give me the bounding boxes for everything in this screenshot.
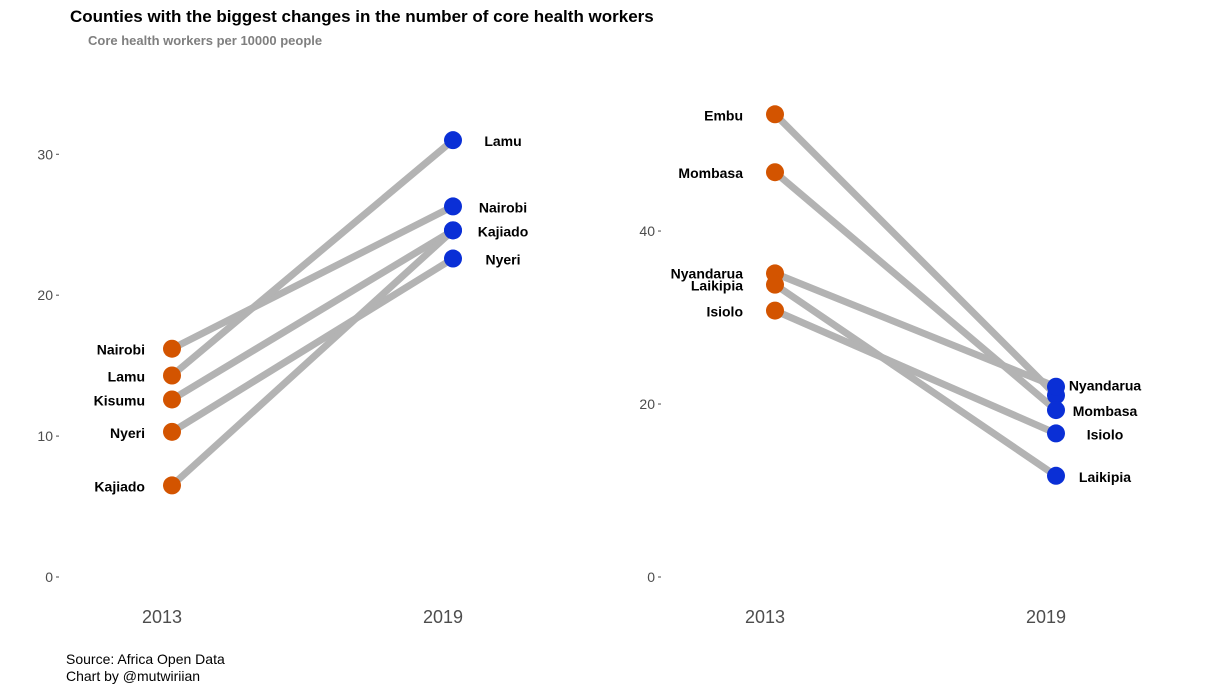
point-2019-laikipia <box>1047 466 1065 485</box>
point-2013-laikipia <box>766 275 784 294</box>
point-2019-nyandarua <box>1047 377 1065 396</box>
label-2019-nyeri: Nyeri <box>485 252 520 268</box>
label-2013-embu: Embu <box>704 107 743 123</box>
point-2019-lamu <box>444 131 462 150</box>
label-2013-nyandarua: Nyandarua <box>671 265 744 281</box>
label-2013-lamu: Lamu <box>108 369 145 385</box>
label-2013-laikipia: Laikipia <box>691 278 743 294</box>
chart-subtitle: Core health workers per 10000 people <box>88 33 323 48</box>
label-2019-isiolo: Isiolo <box>1087 426 1124 442</box>
series-line-kajiado <box>169 227 456 489</box>
label-2013-nyeri: Nyeri <box>110 425 145 441</box>
label-2019-nyandarua: Nyandarua <box>1069 378 1142 394</box>
y-tick-label: 40 <box>639 223 655 239</box>
y-tick-label: 20 <box>639 396 655 412</box>
y-tick-label: 0 <box>647 569 655 585</box>
x-tick-label: 2019 <box>423 607 463 627</box>
point-2013-lamu <box>163 366 181 385</box>
chart-title: Counties with the biggest changes in the… <box>70 7 654 26</box>
chart-caption: Source: Africa Open Data Chart by @mutwi… <box>66 651 225 685</box>
point-2013-nairobi <box>163 339 181 358</box>
point-2019-kajiado <box>444 221 462 240</box>
point-2013-kisumu <box>163 390 181 409</box>
series-line-nyeri <box>170 255 455 435</box>
series-line-laikipia <box>773 281 1058 479</box>
label-2013-kisumu: Kisumu <box>94 392 145 408</box>
point-2019-isiolo <box>1047 424 1065 443</box>
label-2013-mombasa: Mombasa <box>678 165 743 181</box>
point-2019-nairobi <box>444 197 462 216</box>
y-tick-label: 20 <box>37 287 53 303</box>
x-tick-label: 2013 <box>745 607 785 627</box>
label-2019-mombasa: Mombasa <box>1073 403 1138 419</box>
y-tick-label: 30 <box>37 146 53 162</box>
credit-text: Chart by @mutwiriian <box>66 668 201 684</box>
series-line-embu <box>772 111 1059 398</box>
source-text: Source: Africa Open Data <box>66 651 225 667</box>
series-line-lamu <box>169 137 456 379</box>
y-tick-label: 10 <box>37 428 53 444</box>
y-tick-label: 0 <box>45 569 53 585</box>
point-2013-nyeri <box>163 422 181 441</box>
slope-chart-1: 0 10 20 30 2013 2019 Nairobi Lamu Kisumu Nyeri Kaj… <box>37 131 528 627</box>
point-2013-mombasa <box>766 163 784 182</box>
label-2013-isiolo: Isiolo <box>706 304 743 320</box>
series-line-nyandarua <box>773 270 1058 390</box>
point-2019-nyeri <box>444 249 462 268</box>
series-line-isiolo <box>773 307 1058 437</box>
point-2013-isiolo <box>766 301 784 320</box>
label-2019-nairobi: Nairobi <box>479 199 527 215</box>
label-2013-kajiado: Kajiado <box>94 478 145 494</box>
x-tick-label: 2013 <box>142 607 182 627</box>
x-tick-label: 2019 <box>1026 607 1066 627</box>
series-line-kisumu <box>170 227 455 403</box>
label-2019-lamu: Lamu <box>484 133 521 149</box>
point-2013-kajiado <box>163 476 181 495</box>
point-2013-embu <box>766 105 784 124</box>
label-2019-laikipia: Laikipia <box>1079 469 1131 485</box>
series-line-nairobi <box>170 203 455 352</box>
label-2013-nairobi: Nairobi <box>97 342 145 358</box>
point-2019-mombasa <box>1047 401 1065 420</box>
label-2019-kajiado: Kajiado <box>478 223 529 239</box>
